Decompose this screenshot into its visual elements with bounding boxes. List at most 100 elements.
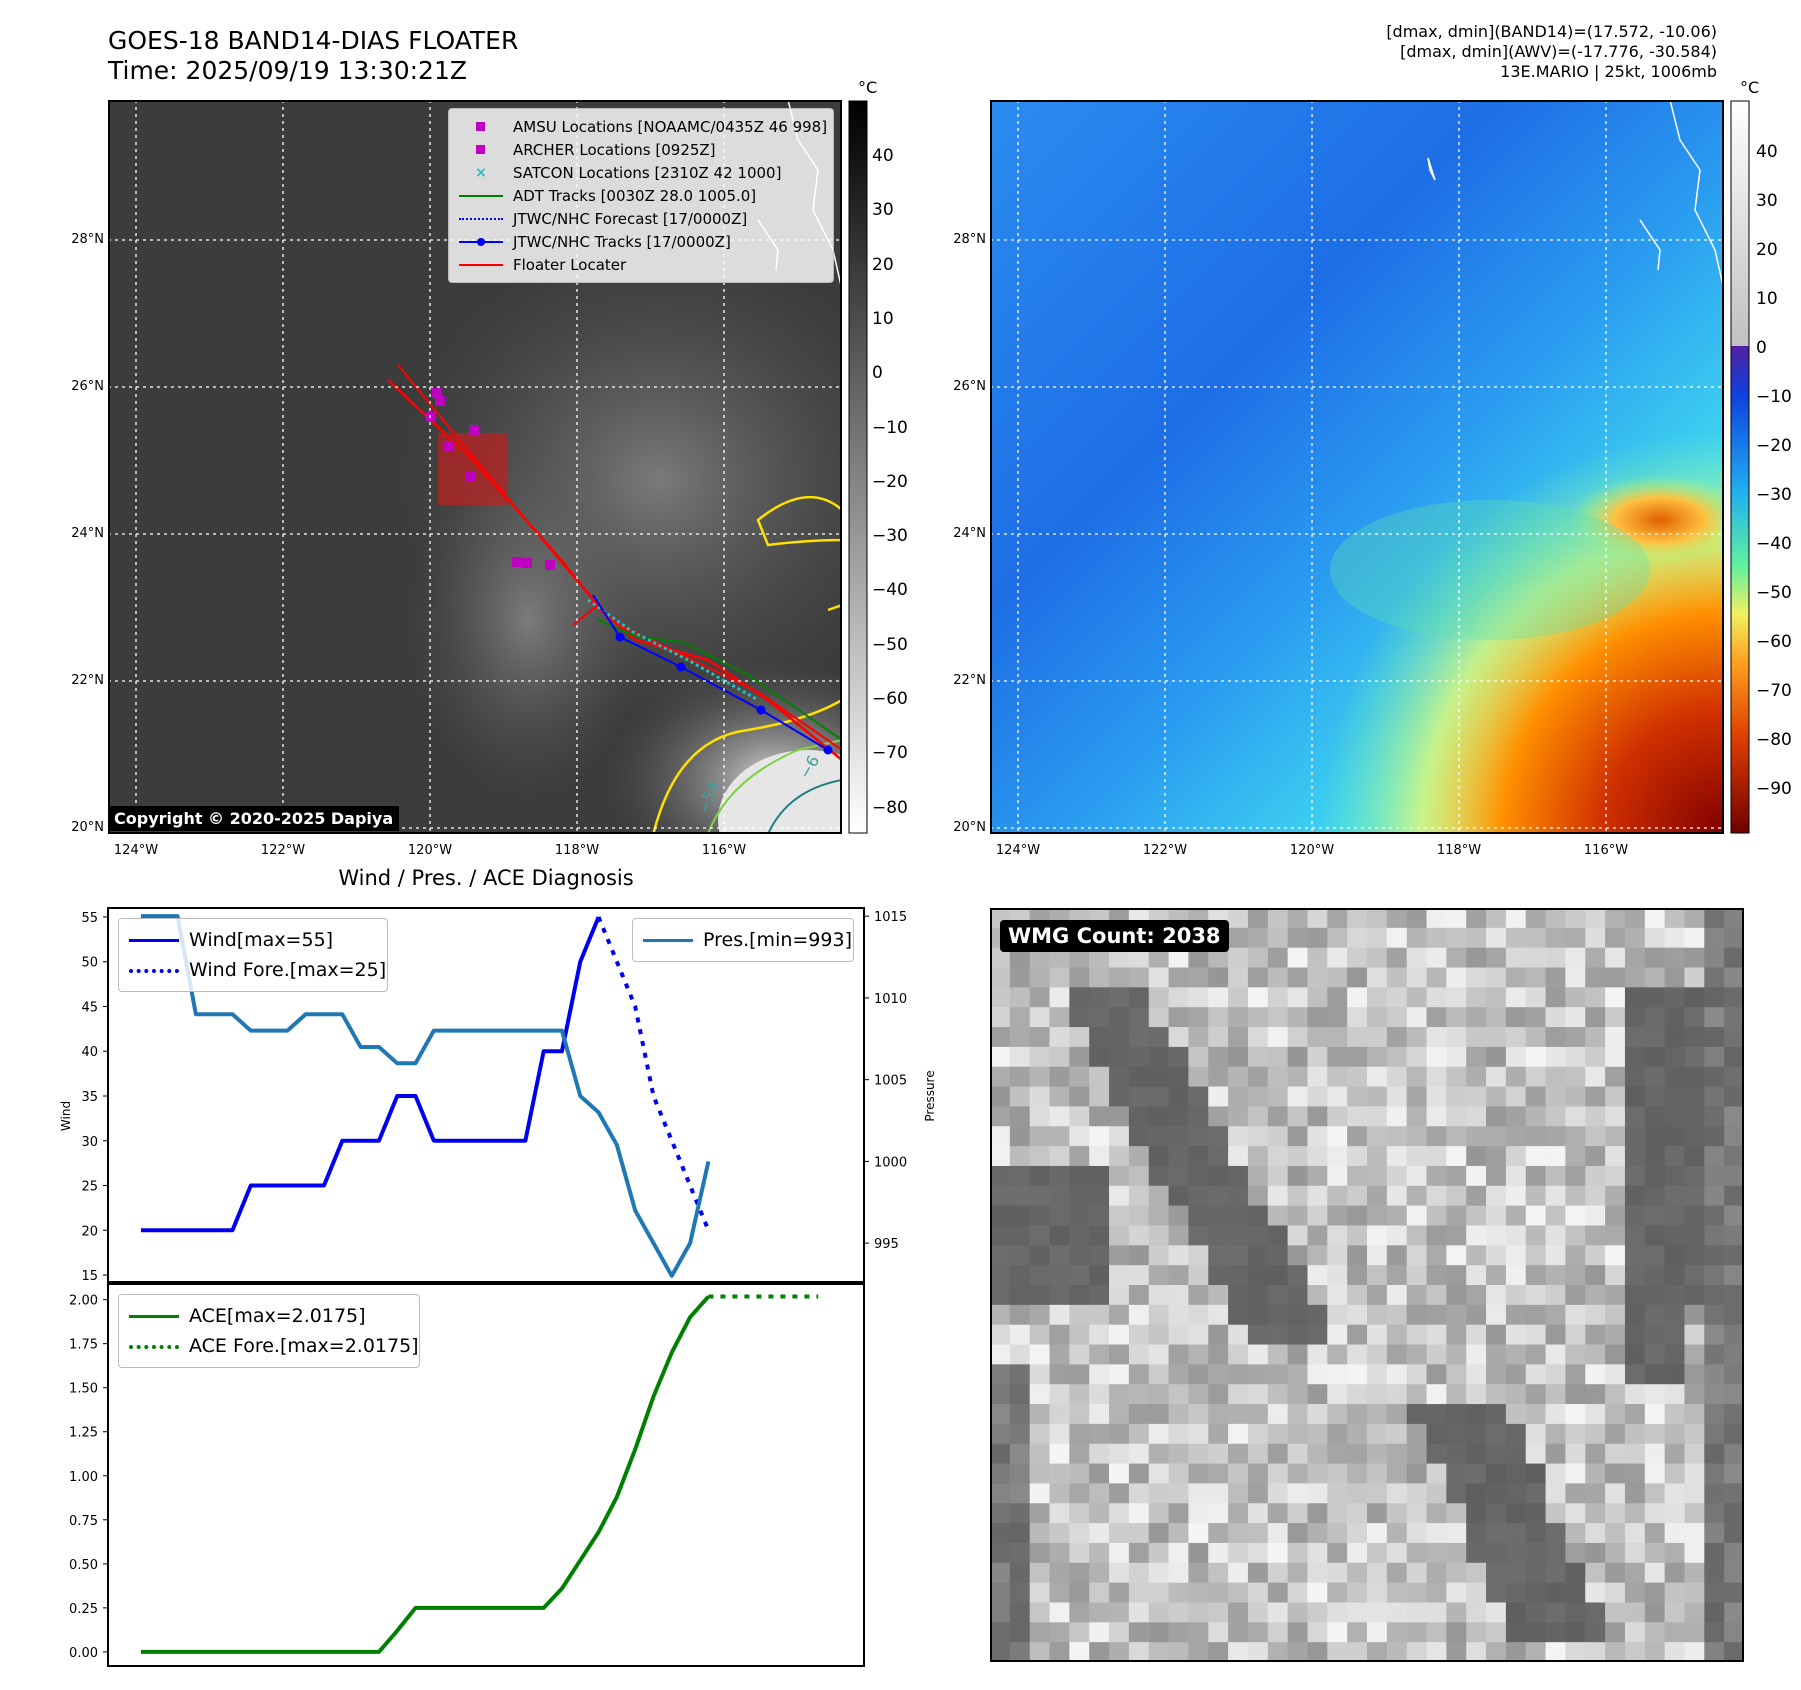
ir-colorbar-unit: °C [858, 78, 878, 97]
wmg-texture [990, 908, 1744, 1662]
wind-ytick-label: 15 [81, 1269, 98, 1284]
ir-colorbar-tick: −60 [872, 689, 908, 709]
series-line-2 [140, 914, 711, 1278]
wind-axis-label: Wind [60, 1101, 73, 1131]
pres-ytick-label: 995 [874, 1237, 899, 1252]
wind-ytick-label: 50 [81, 956, 98, 971]
wind-ytick-label: 40 [81, 1045, 98, 1060]
awv-colorbar-tick: 0 [1756, 338, 1767, 358]
awv-colorbar-tick: −10 [1756, 387, 1792, 407]
lat-tick-label: 24°N [953, 526, 986, 541]
title-line-1: GOES-18 BAND14-DIAS FLOATER [108, 26, 519, 55]
legend-ace-forecast: ACE Fore.[max=2.0175] [129, 1331, 419, 1361]
pres-ytick-label: 1000 [874, 1155, 907, 1170]
lat-tick-label: 20°N [953, 820, 986, 835]
ir-colorbar-tick: −40 [872, 580, 908, 601]
legend-forecast: JTWC/NHC Forecast [17/0000Z] [459, 207, 823, 230]
legend-satcon: × SATCON Locations [2310Z 42 1000] [475, 163, 782, 182]
wmg-frame [990, 908, 1744, 1662]
lon-tick-label: 120°W [407, 843, 453, 858]
lon-tick-label: 118°W [554, 843, 600, 858]
legend-floater: Floater Locater [459, 253, 823, 276]
ir-colorbar-tick: −80 [872, 797, 908, 818]
figure-title: GOES-18 BAND14-DIAS FLOATER Time: 2025/0… [108, 26, 518, 86]
adt-track [597, 619, 842, 741]
lat-tick-label: 24°N [71, 526, 104, 541]
ir-colorbar-tick: −20 [872, 471, 908, 492]
legend-wind-forecast: Wind Fore.[max=25] [129, 955, 386, 985]
lat-tick-label: 28°N [71, 232, 104, 247]
ir-colorbar-tick: 0 [872, 363, 883, 384]
ace-ytick-label: 0.00 [69, 1646, 98, 1661]
awv-colorbar-tick: −40 [1756, 534, 1792, 554]
wmg-count-label: WMG Count: 2038 [1000, 920, 1229, 952]
ace-ytick-label: 1.50 [69, 1382, 98, 1397]
ace-ytick-label: 0.75 [69, 1514, 98, 1529]
awv-colorbar [1730, 100, 1750, 834]
legend-ace: ACE[max=2.0175] [129, 1301, 409, 1331]
wind-ytick-label: 25 [81, 1180, 98, 1195]
awv-colorbar-tick: 30 [1756, 191, 1778, 211]
amsu-markers [426, 388, 555, 570]
wind-legend: Wind[max=55] Wind Fore.[max=25] [118, 918, 388, 992]
ace-ytick-label: 0.25 [69, 1602, 98, 1617]
ace-ytick-label: 1.75 [69, 1338, 98, 1353]
ir-colorbar-tick: 20 [872, 254, 894, 275]
ace-legend: ACE[max=2.0175] ACE Fore.[max=2.0175] [118, 1294, 420, 1368]
series-line-1 [596, 916, 711, 1232]
ir-colorbar-tick: 10 [872, 308, 894, 329]
wind-ytick-label: 20 [81, 1224, 98, 1239]
pres-ytick-label: 1015 [874, 910, 907, 925]
title-line-2: Time: 2025/09/19 13:30:21Z [108, 56, 467, 85]
lat-tick-label: 22°N [71, 673, 104, 688]
ace-ytick-label: 1.25 [69, 1426, 98, 1441]
ir-colorbar-tick: −50 [872, 634, 908, 655]
legend-amsu: AMSU Locations [NOAAMC/0435Z 46 998] [459, 115, 827, 138]
copyright-label: Copyright © 2020-2025 Dapiya [108, 806, 400, 831]
map-legend: AMSU Locations [NOAAMC/0435Z 46 998] ARC… [448, 108, 834, 283]
lon-tick-label: 124°W [995, 843, 1041, 858]
lat-tick-label: 22°N [953, 673, 986, 688]
pres-legend: Pres.[min=993] [632, 918, 854, 962]
lat-tick-label: 26°N [953, 379, 986, 394]
awv-colorbar-tick: −60 [1756, 632, 1792, 652]
lon-tick-label: 118°W [1436, 843, 1482, 858]
diagnosis-title: Wind / Pres. / ACE Diagnosis [338, 866, 634, 890]
forecast-track [587, 598, 759, 702]
lon-tick-label: 122°W [1142, 843, 1188, 858]
lat-tick-label: 26°N [71, 379, 104, 394]
ace-plot-frame [107, 1281, 865, 1667]
ace-ytick-label: 2.00 [69, 1294, 98, 1309]
ir-colorbar-tick: 30 [872, 200, 894, 221]
lat-tick-label: 28°N [953, 232, 986, 247]
legend-adt: ADT Tracks [0030Z 28.0 1005.0] [459, 184, 823, 207]
ace-series-line-0 [140, 1295, 710, 1654]
ir-colorbar [848, 100, 868, 834]
wind-ytick-label: 30 [81, 1135, 98, 1150]
lat-tick-label: 20°N [71, 820, 104, 835]
lon-tick-label: 120°W [1289, 843, 1335, 858]
wind-ytick-label: 55 [81, 911, 98, 926]
lon-tick-label: 116°W [701, 843, 747, 858]
ace-ytick-label: 1.00 [69, 1470, 98, 1485]
info-line-3: 13E.MARIO | 25kt, 1006mb [1500, 62, 1717, 81]
awv-colorbar-tick: −50 [1756, 583, 1792, 603]
figure-info: [dmax, dmin](BAND14)=(17.572, -10.06) [d… [1386, 22, 1717, 82]
legend-jtwc: JTWC/NHC Tracks [17/0000Z] [459, 230, 823, 253]
lon-tick-label: 124°W [113, 843, 159, 858]
info-line-1: [dmax, dmin](BAND14)=(17.572, -10.06) [1386, 22, 1717, 41]
wind-pressure-chart: 55 50 45 40 35 30 25 20 15 1015 1010 1005 1000 995 Win… [60, 907, 937, 1285]
awv-colorbar-unit: °C [1740, 78, 1760, 97]
legend-wind: Wind[max=55] [129, 925, 377, 955]
ir-colorbar-tick: −70 [872, 743, 908, 764]
awv-colorbar-tick: −30 [1756, 485, 1792, 505]
info-line-2: [dmax, dmin](AWV)=(-17.776, -30.584) [1400, 42, 1717, 61]
wind-ytick-label: 35 [81, 1090, 98, 1105]
wind-ytick-label: 45 [81, 1000, 98, 1015]
pres-ytick-label: 1005 [874, 1074, 907, 1089]
awv-map-panel [990, 100, 1724, 834]
awv-colorbar-tick: −20 [1756, 436, 1792, 456]
awv-colorbar-tick: 20 [1756, 240, 1778, 260]
ir-colorbar-tick: 40 [872, 146, 894, 166]
lon-tick-label: 116°W [1583, 843, 1629, 858]
